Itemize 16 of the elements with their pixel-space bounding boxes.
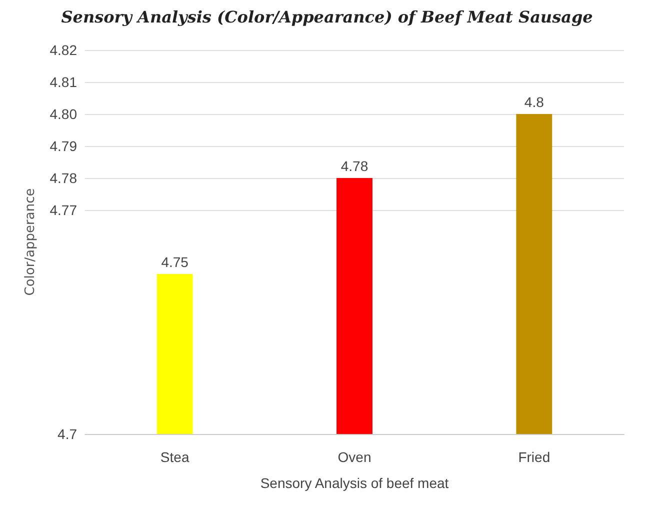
y-axis-title: Color/apperance: [23, 188, 38, 296]
y-tick-label: 4.78: [50, 170, 78, 186]
x-tick-label: Oven: [338, 449, 372, 465]
data-label: 4.78: [340, 158, 368, 174]
y-tick-label: 4.82: [50, 42, 78, 58]
x-tick-label: Fried: [518, 449, 550, 465]
y-tick-label: 4.79: [50, 138, 78, 154]
y-tick-label: 4.81: [50, 74, 78, 90]
data-label: 4.8: [524, 94, 544, 110]
y-tick-label: 4.77: [50, 202, 78, 218]
y-tick-label: 4.80: [50, 106, 78, 122]
x-axis-title: Sensory Analysis of beef meat: [260, 475, 449, 491]
x-tick-label: Stea: [160, 449, 190, 465]
y-tick-label: 4.7: [58, 426, 78, 442]
chart-title: Sensory Analysis (Color/Appearance) of Beef Meat Sausage: [61, 8, 593, 26]
data-label: 4.75: [161, 254, 189, 270]
